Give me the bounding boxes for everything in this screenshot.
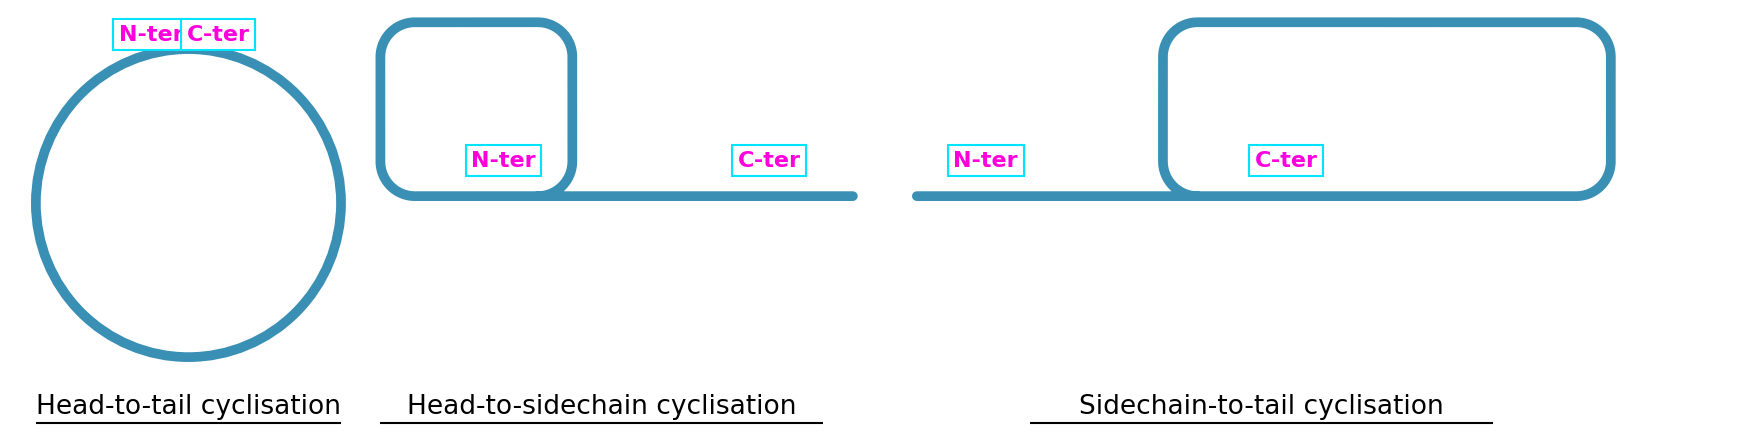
Text: C-ter: C-ter — [738, 151, 801, 171]
Text: Head-to-tail cyclisation: Head-to-tail cyclisation — [37, 393, 342, 419]
Text: Head-to-sidechain cyclisation: Head-to-sidechain cyclisation — [406, 393, 797, 419]
Text: C-ter: C-ter — [186, 25, 249, 45]
Text: N-ter: N-ter — [119, 25, 184, 45]
Text: Sidechain-to-tail cyclisation: Sidechain-to-tail cyclisation — [1079, 393, 1444, 419]
Text: N-ter: N-ter — [471, 151, 536, 171]
Text: C-ter: C-ter — [1254, 151, 1318, 171]
Text: N-ter: N-ter — [953, 151, 1018, 171]
